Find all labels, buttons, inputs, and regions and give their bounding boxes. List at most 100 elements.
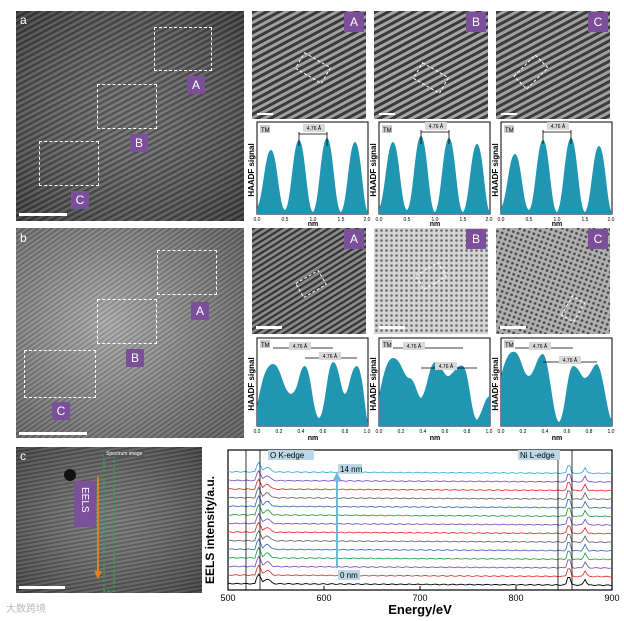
- crop-tag-a-B: B: [466, 12, 486, 32]
- profile-spacing-label: 4.76 Å: [293, 343, 308, 350]
- crop-tag-a-C: C: [588, 12, 608, 32]
- eels-chart: EELS intensity/a.u. O K-edge Ni L-edge 1…: [200, 446, 620, 618]
- eels-spectrum-line: [227, 503, 613, 518]
- profile-area: [379, 358, 490, 426]
- profile-plot-a-B: HAADF signal TM 4.76 Å 0.0 0.5 1.0 1.5 2…: [365, 120, 493, 228]
- profile-ylabel: HAADF signal: [247, 143, 256, 196]
- eels-spectrum-line: [227, 529, 613, 543]
- tick-label: 1.5: [338, 217, 345, 223]
- profile-area: [501, 351, 612, 426]
- crop-tag-b-C: C: [588, 229, 608, 249]
- tick-label: 0.6: [442, 429, 449, 435]
- profile-area: [257, 362, 368, 426]
- bottom-position-label: 0 nm: [340, 571, 358, 580]
- region-box-b-b: [97, 299, 157, 344]
- tick-label: 0.4: [298, 429, 305, 435]
- crop-scale-b-A: [256, 326, 282, 329]
- region-tag-b-a: A: [191, 302, 209, 320]
- profile-tm-label: TM: [383, 343, 392, 349]
- profile-xlabel: nm: [430, 435, 441, 442]
- eels-spectrum-line: [227, 461, 612, 475]
- panel-label-b: b: [20, 231, 27, 245]
- tick-label: 0.2: [276, 429, 283, 435]
- profile-tm-label: TM: [505, 343, 514, 349]
- tick-label: 0.0: [498, 429, 505, 435]
- scale-bar-b: [19, 432, 87, 435]
- tick-label: 1.5: [460, 217, 467, 223]
- tick-label: 2.0: [486, 217, 493, 223]
- chart-ylabel: EELS intensity/a.u.: [203, 476, 217, 584]
- tick-label: 0.0: [498, 217, 505, 223]
- region-box-b-c: [24, 350, 96, 398]
- tick-label: 0.4: [420, 429, 427, 435]
- eels-spectrum-line: [227, 512, 612, 526]
- tick-label: 0.0: [376, 429, 383, 435]
- profile-ylabel: HAADF signal: [491, 357, 500, 410]
- tick-label: 0.5: [404, 217, 411, 223]
- tick-label: 1.5: [582, 217, 589, 223]
- profile-plot-b-B: HAADF signal TM 4.76 Å 4.76 Å 0.0 0.2 0.…: [365, 336, 493, 442]
- profile-ylabel: HAADF signal: [491, 143, 500, 196]
- tick-label: 1.0: [608, 429, 615, 435]
- region-tag-b-b: B: [126, 349, 144, 367]
- profile-tm-label: TM: [505, 128, 514, 134]
- profile-spacing-label: 4.76 Å: [563, 357, 578, 364]
- region-tag-c: C: [71, 191, 89, 209]
- tick-label: 1.0: [554, 217, 561, 223]
- eels-label-text: EELS: [79, 487, 90, 513]
- tick-label: 1.0: [310, 217, 317, 223]
- tick-label: 0.4: [542, 429, 549, 435]
- tick-label: 0.8: [464, 429, 471, 435]
- profile-xlabel: nm: [308, 221, 319, 228]
- crop-scale-b-B: [379, 326, 405, 329]
- region-box-a: [154, 27, 212, 71]
- profile-xlabel: nm: [430, 221, 441, 228]
- spectrum-image-tag: Spectrum image: [104, 451, 145, 457]
- eels-spectrum-line: [227, 546, 613, 561]
- tick-label: 0.6: [320, 429, 327, 435]
- tick-label: 2.0: [364, 217, 371, 223]
- tick-label: 1.0: [432, 217, 439, 223]
- crop-tag-b-A: A: [344, 229, 364, 249]
- tick-label: 0.2: [398, 429, 405, 435]
- tick-label: 0.8: [586, 429, 593, 435]
- crop-scale-a-B: [379, 113, 395, 115]
- eels-spectrum-line: [227, 564, 613, 578]
- profile-spacing-label: 4.76 Å: [533, 343, 548, 350]
- tick-label: 0.0: [254, 429, 261, 435]
- region-tag-b-c: C: [52, 402, 70, 420]
- profile-xlabel: nm: [552, 435, 563, 442]
- profile-spacing-label: 4.76 Å: [307, 125, 322, 132]
- tick-label: 0.6: [564, 429, 571, 435]
- profile-plot-a-A: HAADF signal TM 4.76 Å 0.0 0.5 1.0 1.5 2…: [243, 120, 371, 228]
- profile-xlabel: nm: [308, 435, 319, 442]
- scale-bar-c: [19, 586, 65, 589]
- profile-spacing-label: 4.76 Å: [407, 343, 422, 350]
- eels-spectrum-line: [227, 573, 613, 587]
- crop-tag-a-A: A: [344, 12, 364, 32]
- top-position-label: 14 nm: [340, 465, 363, 474]
- tick-label: 1.0: [486, 429, 493, 435]
- tick-label: 0.8: [342, 429, 349, 435]
- tem-image-c: [16, 447, 202, 593]
- tick-label: 1.0: [364, 429, 371, 435]
- tick-label: 0.0: [376, 217, 383, 223]
- profile-plot-b-A: HAADF signal TM 4.76 Å 4.76 Å 0.0 0.2 0.…: [243, 336, 371, 442]
- o-edge-label: O K-edge: [270, 451, 305, 460]
- profile-tm-label: TM: [261, 343, 270, 349]
- region-tag-b: B: [130, 134, 148, 152]
- eels-spectrum-line: [227, 555, 613, 569]
- region-box-b-a: [157, 250, 217, 295]
- profile-tm-label: TM: [383, 128, 392, 134]
- profile-spacing-label: 4.76 Å: [551, 123, 566, 130]
- panel-label-a: a: [20, 13, 27, 27]
- watermark: 大数跨境: [6, 604, 46, 615]
- profile-spacing-label: 4.76 Å: [323, 353, 338, 360]
- profile-ylabel: HAADF signal: [247, 357, 256, 410]
- tick-label: 0.5: [526, 217, 533, 223]
- profile-plot-a-C: HAADF signal TM 4.76 Å 0.0 0.5 1.0 1.5 2…: [487, 120, 615, 228]
- crop-scale-a-C: [501, 113, 517, 115]
- region-tag-a: A: [187, 76, 205, 94]
- tick-label: 0.2: [520, 429, 527, 435]
- profile-area: [257, 138, 368, 214]
